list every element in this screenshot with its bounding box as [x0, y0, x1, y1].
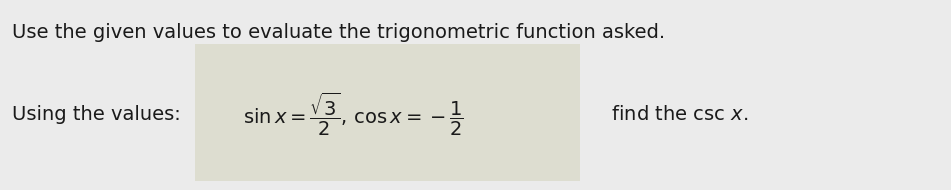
Text: Use the given values to evaluate the trigonometric function asked.: Use the given values to evaluate the tri… — [12, 23, 666, 42]
Text: Using the values:: Using the values: — [12, 105, 194, 124]
FancyBboxPatch shape — [195, 44, 580, 180]
Text: $\mathregular{sin}\, x = \dfrac{\sqrt{3}}{2},\,\mathregular{cos}\, x = -\dfrac{1: $\mathregular{sin}\, x = \dfrac{\sqrt{3}… — [243, 90, 463, 138]
Text: find the csc $x$.: find the csc $x$. — [599, 105, 748, 124]
